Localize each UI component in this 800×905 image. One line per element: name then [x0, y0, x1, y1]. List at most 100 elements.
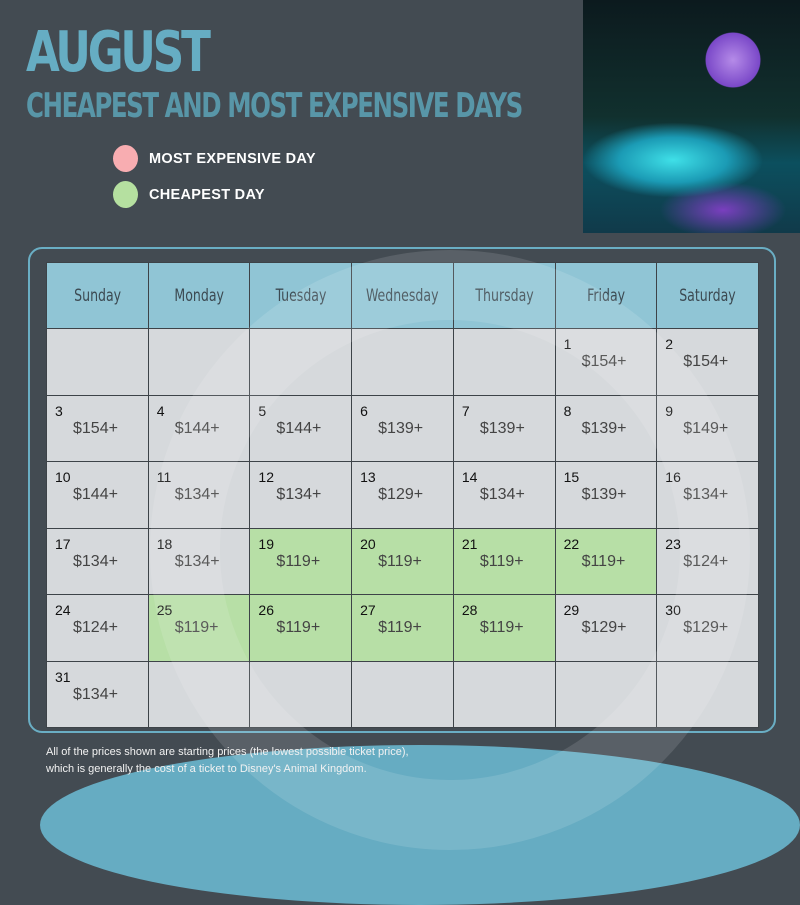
calendar-day: 9 $149+	[657, 395, 758, 461]
day-number: 10	[55, 469, 71, 485]
calendar-day: 13 $129+	[352, 462, 453, 528]
day-price: $119+	[276, 552, 321, 570]
day-number: 28	[461, 602, 478, 618]
legend-cheapest: CHEAPEST DAY	[113, 181, 265, 208]
day-number: 9	[665, 402, 674, 419]
day-price: $124+	[73, 619, 118, 636]
day-number: 14	[461, 469, 478, 485]
day-number: 7	[461, 402, 470, 419]
calendar-day: 24 $124+	[47, 595, 148, 661]
weekday-label: Monday	[174, 285, 224, 306]
day-price: $139+	[581, 486, 627, 503]
weekday-label: Tuesday	[275, 285, 327, 306]
day-price: $144+	[174, 419, 220, 437]
day-number: 15	[563, 469, 580, 485]
day-price: $124+	[683, 552, 729, 570]
calendar-day: 8 $139+	[555, 395, 657, 461]
day-number: 13	[360, 469, 376, 485]
day-number: 2	[665, 336, 674, 352]
weekday-label: Saturday	[679, 285, 736, 306]
empty-day	[453, 329, 555, 395]
weekday-header: Saturday	[657, 263, 758, 328]
day-number: 3	[55, 402, 63, 419]
empty-day	[250, 329, 352, 395]
calendar-day: 11 $134+	[148, 462, 250, 528]
empty-day	[453, 661, 555, 727]
day-number: 4	[156, 402, 165, 419]
calendar-day: 4 $144+	[148, 395, 250, 461]
calendar-day: 12 $134+	[250, 462, 352, 528]
calendar-day: 28 $119+	[453, 595, 555, 661]
weekday-header: Tuesday	[250, 263, 352, 328]
empty-day	[352, 329, 453, 395]
empty-day	[555, 661, 657, 727]
day-price: $139+	[479, 419, 525, 437]
calendar-day: 5 $144+	[250, 395, 352, 461]
page-subtitle: CHEAPEST AND MOST EXPENSIVE DAYS	[26, 86, 523, 126]
day-number: 29	[563, 602, 580, 618]
weekday-label: Wednesday	[366, 285, 439, 306]
day-number: 31	[55, 668, 71, 685]
day-number: 19	[258, 535, 274, 552]
legend-label: CHEAPEST DAY	[149, 186, 265, 203]
day-price: $119+	[581, 552, 626, 570]
day-price: $134+	[174, 552, 220, 570]
day-number: 23	[665, 535, 681, 552]
day-price: $134+	[276, 486, 322, 503]
day-price: $134+	[73, 552, 118, 570]
day-number: 5	[258, 402, 267, 419]
day-price: $129+	[378, 486, 424, 503]
calendar-day: 2 $154+	[657, 329, 758, 395]
weekday-header: Monday	[148, 263, 250, 328]
calendar-day: 7 $139+	[453, 395, 555, 461]
calendar-day: 3 $154+	[47, 395, 148, 461]
day-number: 24	[55, 602, 71, 618]
calendar-day: 20 $119+	[352, 528, 453, 594]
weekday-label: Friday	[586, 285, 625, 306]
calendar-day: 27 $119+	[352, 595, 453, 661]
day-price: $119+	[174, 619, 219, 636]
footer-note-line: All of the prices shown are starting pri…	[46, 746, 409, 758]
page-title: AUGUST	[26, 20, 211, 85]
day-number: 18	[156, 535, 173, 552]
empty-day	[657, 661, 758, 727]
pink-dot-icon	[113, 145, 138, 172]
day-price: $154+	[683, 353, 729, 370]
empty-day	[148, 661, 250, 727]
day-number: 6	[360, 402, 368, 419]
empty-day	[352, 661, 453, 727]
calendar-day: 6 $139+	[352, 395, 453, 461]
calendar-day: 29 $129+	[555, 595, 657, 661]
empty-day	[47, 329, 148, 395]
day-number: 21	[461, 535, 478, 552]
footer-note: All of the prices shown are starting pri…	[46, 744, 409, 778]
day-number: 8	[563, 402, 572, 419]
day-number: 22	[563, 535, 580, 552]
epcot-photo	[583, 0, 800, 233]
day-price: $134+	[73, 685, 118, 703]
weekday-header: Friday	[555, 263, 657, 328]
day-number: 27	[360, 602, 376, 618]
green-dot-icon	[113, 181, 138, 208]
day-price: $119+	[479, 552, 524, 570]
calendar-day: 25 $119+	[148, 595, 250, 661]
day-price: $154+	[581, 353, 627, 370]
empty-day	[250, 661, 352, 727]
day-price: $119+	[378, 619, 422, 636]
calendar-frame	[28, 247, 776, 733]
day-price: $134+	[174, 486, 220, 503]
day-price: $149+	[683, 419, 729, 437]
calendar-day: 14 $134+	[453, 462, 555, 528]
legend-label: MOST EXPENSIVE DAY	[149, 150, 316, 167]
day-number: 30	[665, 602, 681, 618]
calendar-day: 16 $134+	[657, 462, 758, 528]
calendar-day: 21 $119+	[453, 528, 555, 594]
calendar-day: 15 $139+	[555, 462, 657, 528]
calendar-day: 1 $154+	[555, 329, 657, 395]
calendar-day: 31 $134+	[47, 661, 148, 727]
calendar-day: 10 $144+	[47, 462, 148, 528]
day-number: 25	[156, 602, 173, 618]
weekday-header: Thursday	[453, 263, 555, 328]
empty-day	[148, 329, 250, 395]
day-number: 16	[665, 469, 681, 485]
